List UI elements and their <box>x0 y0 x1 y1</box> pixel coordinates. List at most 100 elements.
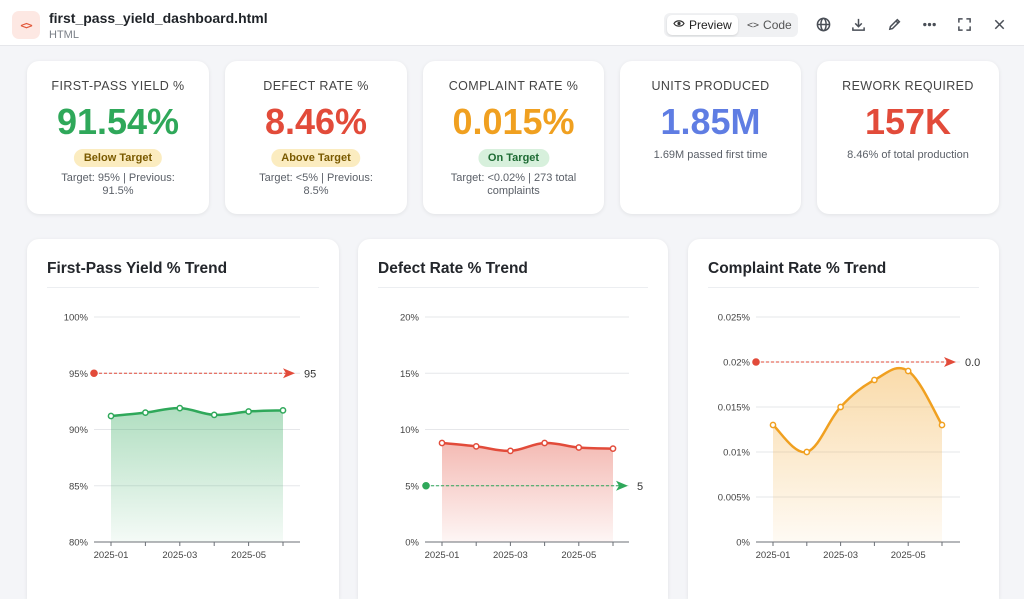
series-area <box>111 408 283 542</box>
data-point <box>438 439 446 447</box>
view-toggle: Preview <> Code <box>664 13 798 37</box>
data-point <box>279 407 287 414</box>
data-point <box>837 403 844 411</box>
y-tick-label: 15% <box>400 369 420 380</box>
kpi-card-complaint-rate: COMPLAINT RATE % 0.015% On Target Target… <box>423 61 604 214</box>
data-point <box>176 404 184 412</box>
kpi-subtext: 1.69M passed first time <box>653 149 768 161</box>
kpi-subtext: Target: <0.02% | 273 total complaints <box>450 172 577 197</box>
code-brackets-icon: <> <box>12 11 40 39</box>
kpi-card-rework-required: REWORK REQUIRED 157K 8.46% of total prod… <box>817 61 999 214</box>
globe-icon[interactable] <box>813 14 833 34</box>
data-point <box>245 408 252 415</box>
chart-title: Defect Rate % Trend <box>378 260 528 277</box>
y-tick-label: 95% <box>69 369 89 380</box>
x-tick-label: 2025-05 <box>231 550 266 561</box>
data-point <box>575 444 583 451</box>
more-icon[interactable] <box>919 14 939 34</box>
download-icon[interactable] <box>848 14 868 34</box>
target-arrow <box>283 368 295 379</box>
status-badge: Below Target <box>73 149 163 167</box>
x-tick-label: 2025-05 <box>561 550 596 561</box>
y-tick-label: 85% <box>69 481 89 492</box>
series-area <box>442 442 613 542</box>
y-tick-label: 0.015% <box>718 403 751 414</box>
first-pass-yield-chart: 80% 85% 90% 95% 100% 95 2025-01 2025-03 2025-05 <box>64 313 317 562</box>
series-area <box>773 368 942 542</box>
fullscreen-icon[interactable] <box>954 14 974 34</box>
data-point <box>803 448 811 456</box>
code-label: Code <box>763 18 792 32</box>
y-tick-label: 5% <box>405 481 419 492</box>
y-tick-label: 80% <box>69 538 89 549</box>
data-point <box>107 412 115 420</box>
data-point <box>142 409 149 416</box>
y-tick-label: 0.01% <box>723 448 750 459</box>
x-tick-label: 2025-01 <box>756 550 791 561</box>
data-point <box>541 439 548 447</box>
y-tick-label: 100% <box>64 313 89 324</box>
preview-tab[interactable]: Preview <box>667 15 738 35</box>
data-point <box>904 367 912 375</box>
kpi-card-units-produced: UNITS PRODUCED 1.85M 1.69M passed first … <box>620 61 801 214</box>
kpi-card-defect-rate: DEFECT RATE % 8.46% Above Target Target:… <box>225 61 407 214</box>
data-point <box>609 445 617 452</box>
data-point <box>769 421 777 429</box>
code-icon: <> <box>747 19 760 31</box>
chart-title: First-Pass Yield % Trend <box>47 260 228 277</box>
x-tick-label: 2025-01 <box>94 550 129 561</box>
data-point <box>938 421 946 429</box>
target-start-marker <box>422 481 430 490</box>
data-point <box>472 443 480 450</box>
y-tick-label: 90% <box>69 425 89 436</box>
divider <box>378 287 648 288</box>
kpi-subtext: Target: <5% | Previous: 8.5% <box>259 172 373 197</box>
file-type: HTML <box>49 29 79 41</box>
preview-label: Preview <box>689 18 732 32</box>
chart-card-complaint-rate: Complaint Rate % Trend 0% 0.005% 0.01% 0.01… <box>688 239 999 599</box>
y-tick-label: 0.02% <box>723 358 750 369</box>
file-title: first_pass_yield_dashboard.html <box>49 10 268 26</box>
kpi-label: FIRST-PASS YIELD % <box>51 79 185 93</box>
status-badge: On Target <box>477 149 550 167</box>
y-tick-label: 0.025% <box>718 313 751 324</box>
y-tick-label: 20% <box>400 313 420 324</box>
data-point <box>507 447 514 455</box>
kpi-label: UNITS PRODUCED <box>651 79 770 93</box>
kpi-value: 0.015% <box>452 101 575 142</box>
close-icon[interactable] <box>989 14 1009 34</box>
kpi-subtext: Target: 95% | Previous: 91.5% <box>61 172 175 197</box>
chart-card-defect-rate: Defect Rate % Trend 0% 5% 10% 15% 20% 5 2025-0… <box>358 239 668 599</box>
eye-icon <box>673 19 685 31</box>
y-tick-label: 0.005% <box>718 493 751 504</box>
code-tab[interactable]: <> Code <box>741 15 798 35</box>
target-arrow <box>616 480 628 491</box>
kpi-card-first-pass-yield: FIRST-PASS YIELD % 91.54% Below Target T… <box>27 61 209 214</box>
kpi-value: 1.85M <box>660 101 761 142</box>
top-bar: <> first_pass_yield_dashboard.html HTML … <box>0 0 1024 46</box>
y-tick-label: 0% <box>736 538 750 549</box>
x-tick-label: 2025-01 <box>425 550 460 561</box>
data-point <box>871 376 878 384</box>
kpi-label: DEFECT RATE % <box>263 79 369 93</box>
kpi-value: 157K <box>864 101 952 142</box>
target-start-marker <box>752 358 760 366</box>
complaint-rate-chart: 0% 0.005% 0.01% 0.015% 0.02% 0.025% 0.0 2025-01… <box>718 313 981 562</box>
kpi-subtext: 8.46% of total production <box>847 149 969 161</box>
target-label: 95 <box>304 368 316 380</box>
defect-rate-chart: 0% 5% 10% 15% 20% 5 2025-01 2025-03 2025-05 <box>400 313 643 562</box>
x-tick-label: 2025-03 <box>823 550 858 561</box>
kpi-label: COMPLAINT RATE % <box>448 79 579 93</box>
data-point <box>210 411 218 419</box>
y-tick-label: 0% <box>405 538 419 549</box>
kpi-value: 91.54% <box>56 101 180 142</box>
kpi-label: REWORK REQUIRED <box>842 79 974 93</box>
divider <box>47 287 319 288</box>
target-label: 5 <box>637 481 643 493</box>
edit-pencil-icon[interactable] <box>884 14 904 34</box>
divider <box>708 287 979 288</box>
chart-card-first-pass-yield: First-Pass Yield % Trend 80% 85% 90% 95% 100… <box>27 239 339 599</box>
x-tick-label: 2025-03 <box>162 550 197 561</box>
status-badge: Above Target <box>271 149 361 167</box>
target-arrow <box>944 357 956 367</box>
